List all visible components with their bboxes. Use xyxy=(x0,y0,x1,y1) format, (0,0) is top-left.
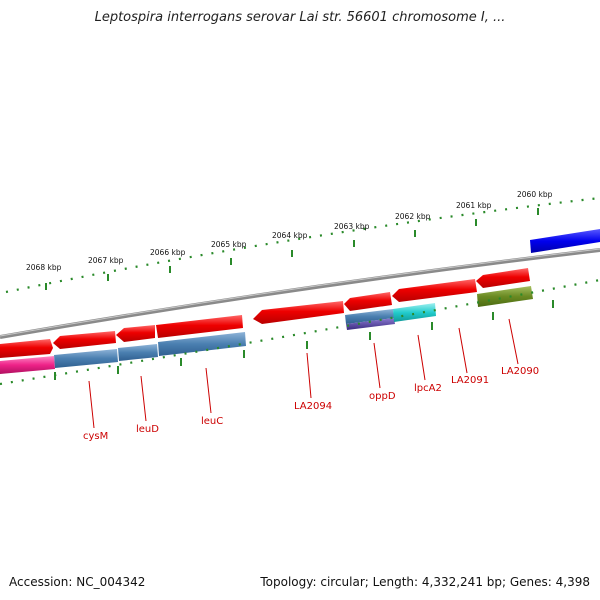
gene-label-LA2090[interactable]: LA2090 xyxy=(501,366,539,377)
leader-line-LA2091 xyxy=(458,327,468,374)
scale-label-2068: 2068 kbp xyxy=(26,263,62,272)
blue-feature-bar xyxy=(118,344,158,361)
scale-label-2060: 2060 kbp xyxy=(517,190,553,199)
map-title: Leptospira interrogans serovar Lai str. … xyxy=(94,10,506,25)
accession-label: Accession: NC_004342 xyxy=(9,575,146,589)
inner-scale-track xyxy=(0,278,600,386)
gene-label-LA2094[interactable]: LA2094 xyxy=(294,401,332,412)
scale-label-2067: 2067 kbp xyxy=(88,256,124,265)
outer-scale-dots xyxy=(5,196,600,294)
scale-label-2063: 2063 kbp xyxy=(334,222,370,231)
blue-feature-bar xyxy=(158,332,246,356)
leader-line-leuD xyxy=(140,375,147,422)
leader-line-leuC xyxy=(205,367,212,414)
scale-labels: 2060 kbp 2061 kbp 2062 kbp 2063 kbp 2064… xyxy=(26,190,553,272)
blue-feature-bar xyxy=(54,349,118,368)
scale-label-2064: 2064 kbp xyxy=(272,231,308,240)
blue-feature-bar xyxy=(345,309,394,324)
olive-feature-bar xyxy=(477,286,533,307)
gene-labels: cysM leuD leuC LA2094 oppD lpcA2 LA2091 … xyxy=(83,366,539,442)
feature-track xyxy=(0,286,533,374)
scale-label-2066: 2066 kbp xyxy=(150,248,186,257)
gene-label-oppD[interactable]: oppD xyxy=(369,391,396,402)
cds-arrow xyxy=(253,301,344,324)
blue-feature-bar xyxy=(530,229,600,253)
cds-arrow xyxy=(156,315,243,338)
scale-label-2061: 2061 kbp xyxy=(456,201,492,210)
cds-arrow xyxy=(116,325,155,342)
gene-leader-lines xyxy=(88,318,519,429)
gene-label-lpcA2[interactable]: lpcA2 xyxy=(414,383,442,394)
leader-line-LA2094 xyxy=(306,352,312,399)
genome-summary-label: Topology: circular; Length: 4,332,241 bp… xyxy=(260,575,590,589)
cds-arrow xyxy=(392,279,477,302)
chromosome-backbone-highlight xyxy=(0,248,600,337)
leader-line-lpcA2 xyxy=(417,334,426,381)
cds-arrow xyxy=(476,268,530,288)
leader-line-LA2090 xyxy=(508,318,519,365)
cds-arrow xyxy=(53,331,116,349)
leader-line-cysM xyxy=(88,380,95,429)
violet-feature-bar xyxy=(346,318,395,330)
leader-line-oppD xyxy=(373,342,381,389)
gene-label-cysM[interactable]: cysM xyxy=(83,431,108,442)
gene-label-leuC[interactable]: leuC xyxy=(201,416,223,427)
cds-arrow xyxy=(344,292,392,311)
outer-scale-track xyxy=(5,196,600,294)
cyan-feature-bar xyxy=(393,303,436,322)
magenta-feature-bar xyxy=(0,356,55,374)
scale-label-2062: 2062 kbp xyxy=(395,212,431,221)
cds-track xyxy=(0,268,530,358)
chromosome-backbone xyxy=(0,248,600,339)
scale-label-2065: 2065 kbp xyxy=(211,240,247,249)
cds-arrow xyxy=(0,339,53,358)
gene-label-leuD[interactable]: leuD xyxy=(136,424,159,435)
gene-label-LA2091[interactable]: LA2091 xyxy=(451,375,489,386)
